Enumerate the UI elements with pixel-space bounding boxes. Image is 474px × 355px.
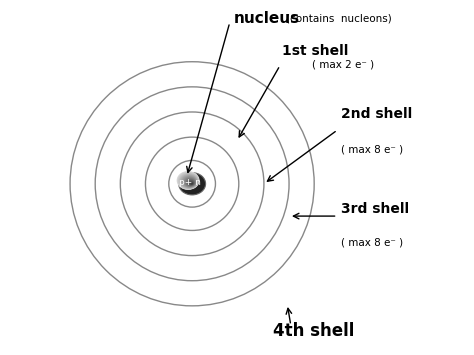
Ellipse shape <box>183 177 196 187</box>
Ellipse shape <box>182 175 197 188</box>
Text: p+ n: p+ n <box>179 178 201 187</box>
Ellipse shape <box>191 183 193 184</box>
Text: 4th shell: 4th shell <box>273 322 354 340</box>
Ellipse shape <box>179 173 199 189</box>
Ellipse shape <box>184 177 196 187</box>
Ellipse shape <box>183 176 197 187</box>
Ellipse shape <box>187 180 194 186</box>
Ellipse shape <box>177 171 199 190</box>
Ellipse shape <box>188 181 194 185</box>
Ellipse shape <box>185 178 196 187</box>
Ellipse shape <box>189 181 193 185</box>
Text: ( max 8 e⁻ ): ( max 8 e⁻ ) <box>341 144 403 154</box>
Text: 2nd shell: 2nd shell <box>341 107 412 121</box>
Text: (contains  nucleons): (contains nucleons) <box>286 13 392 24</box>
Ellipse shape <box>190 182 193 185</box>
Text: nucleus: nucleus <box>233 11 300 26</box>
Ellipse shape <box>187 179 195 186</box>
Text: ( max 2 e⁻ ): ( max 2 e⁻ ) <box>312 59 374 69</box>
Ellipse shape <box>191 183 192 184</box>
Ellipse shape <box>182 176 197 188</box>
Ellipse shape <box>180 174 198 189</box>
Ellipse shape <box>179 173 206 195</box>
Text: 3rd shell: 3rd shell <box>341 202 409 216</box>
Ellipse shape <box>188 180 194 186</box>
Ellipse shape <box>177 171 200 190</box>
Ellipse shape <box>179 173 198 189</box>
Ellipse shape <box>190 182 193 185</box>
Ellipse shape <box>186 179 195 186</box>
Ellipse shape <box>181 174 198 189</box>
Text: ( max 8 e⁻ ): ( max 8 e⁻ ) <box>341 237 403 248</box>
Ellipse shape <box>178 172 199 190</box>
Text: 1st shell: 1st shell <box>282 44 348 58</box>
Ellipse shape <box>181 175 198 188</box>
Ellipse shape <box>185 178 195 186</box>
